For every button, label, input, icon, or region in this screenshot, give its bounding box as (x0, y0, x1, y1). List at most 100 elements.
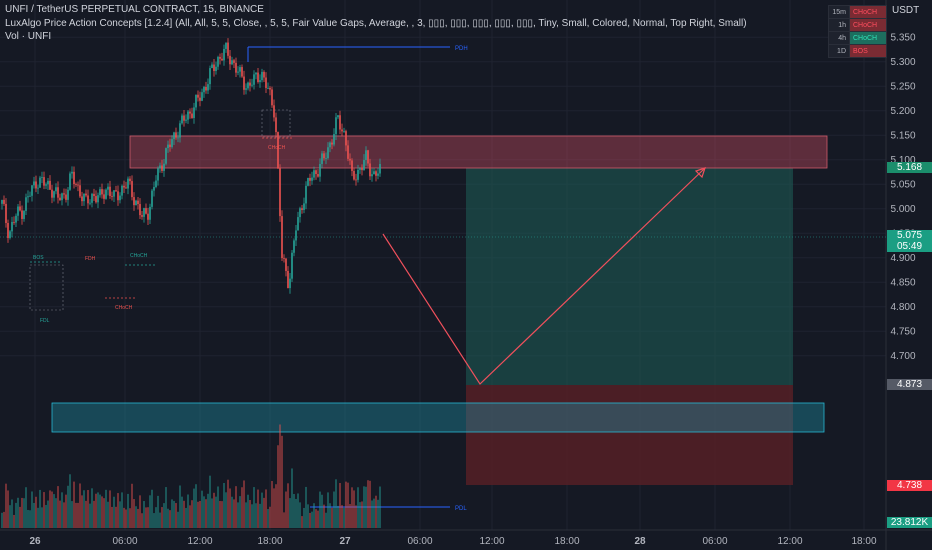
candle-body (63, 193, 65, 195)
candle-body (149, 206, 151, 220)
candle-body (283, 258, 285, 259)
candle-body (189, 111, 191, 114)
time-axis-label: 12:00 (777, 536, 802, 547)
candle-body (131, 181, 133, 198)
candle-body (237, 71, 239, 73)
volume-legend[interactable]: Vol · UNFI (5, 31, 52, 42)
price-axis-label: 4.750 (890, 327, 915, 338)
candle-body (113, 190, 115, 197)
candle-body (357, 169, 359, 180)
volume-bar (353, 490, 355, 528)
volume-bar (315, 509, 317, 528)
volume-bar (183, 500, 185, 528)
candle-body (19, 206, 21, 211)
candle-body (89, 202, 91, 204)
candle-body (87, 195, 89, 204)
volume-bar (375, 495, 377, 528)
volume-bar (65, 494, 67, 528)
candle-body (363, 160, 365, 171)
time-axis-label: 06:00 (112, 536, 137, 547)
volume-bar (207, 493, 209, 528)
candle-body (231, 60, 233, 65)
volume-bar (211, 498, 213, 528)
volume-bar (289, 498, 291, 528)
volume-bar (377, 499, 379, 528)
volume-bar (95, 493, 97, 528)
volume-bar (139, 495, 141, 528)
volume-bar (1, 512, 3, 528)
candle-body (321, 153, 323, 164)
volume-bar (283, 512, 285, 528)
volume-bar (187, 494, 189, 528)
candle-body (119, 195, 121, 201)
candle-body (201, 92, 203, 101)
volume-bar (193, 488, 195, 528)
time-axis-label: 06:00 (702, 536, 727, 547)
projection-arrowhead (694, 167, 706, 179)
volume-bar (83, 490, 85, 528)
volume-bar (343, 507, 345, 528)
volume-bar (179, 485, 181, 528)
candle-body (45, 184, 47, 186)
volume-bar (171, 499, 173, 528)
volume-bar (57, 486, 59, 528)
volume-bar (77, 502, 79, 528)
indicator-legend[interactable]: LuxAlgo Price Action Concepts [1.2.4] (A… (5, 18, 747, 29)
candle-body (335, 117, 337, 135)
candle-body (99, 189, 101, 196)
candle-body (137, 200, 139, 205)
candle-body (361, 168, 363, 171)
candle-body (303, 203, 305, 210)
price-axis[interactable]: 5.350 5.300 5.250 5.200 5.150 5.100 5.050 5.000… (890, 33, 915, 363)
time-axis[interactable]: 26 06:00 12:00 18:00 27 06:00 12:00 18:00 28 06:0… (29, 536, 877, 547)
candle-body (39, 177, 41, 188)
candle-body (13, 221, 15, 223)
volume-bar (239, 496, 241, 528)
choch-label-2: CHoCH (115, 305, 133, 311)
volume-bar (359, 502, 361, 528)
candle-body (225, 42, 227, 49)
volume-bar (337, 505, 339, 528)
candle-body (331, 142, 333, 145)
candle-body (265, 77, 267, 88)
volume-bar (361, 501, 363, 528)
volume-bar (5, 483, 7, 528)
volume-bar (181, 496, 183, 528)
volume-bar (91, 488, 93, 528)
candle-body (355, 179, 357, 181)
candle-body (71, 171, 73, 174)
candle-body (101, 189, 103, 195)
volume-bar (123, 507, 125, 528)
volume-bar (323, 504, 325, 528)
volume-bar (355, 505, 357, 528)
candle-body (3, 199, 5, 204)
volume-bar (191, 500, 193, 528)
time-axis-label: 12:00 (479, 536, 504, 547)
volume-bar (317, 510, 319, 528)
candle-body (31, 185, 33, 196)
volume-bar (277, 445, 279, 528)
candle-body (173, 132, 175, 140)
projection-path (382, 167, 706, 385)
candle-body (279, 168, 281, 217)
candle-body (75, 184, 77, 185)
candle-body (359, 168, 361, 170)
mtf-tf: 15m (828, 5, 850, 19)
candle-body (129, 178, 131, 182)
volume-bar (11, 499, 13, 528)
volume-bar (335, 479, 337, 528)
stop-price-tag: 4.738 (887, 480, 932, 491)
volume-bar (243, 480, 245, 528)
candle-body (93, 193, 95, 197)
volume-bar (205, 499, 207, 528)
mtf-tf: 1h (828, 18, 850, 32)
candle-body (169, 144, 171, 147)
candle-body (209, 68, 211, 85)
volume-bar (195, 484, 197, 528)
candle-body (17, 206, 19, 216)
candle-body (125, 187, 127, 189)
candle-body (83, 193, 85, 202)
candle-body (5, 203, 7, 223)
candle-body (81, 196, 83, 202)
